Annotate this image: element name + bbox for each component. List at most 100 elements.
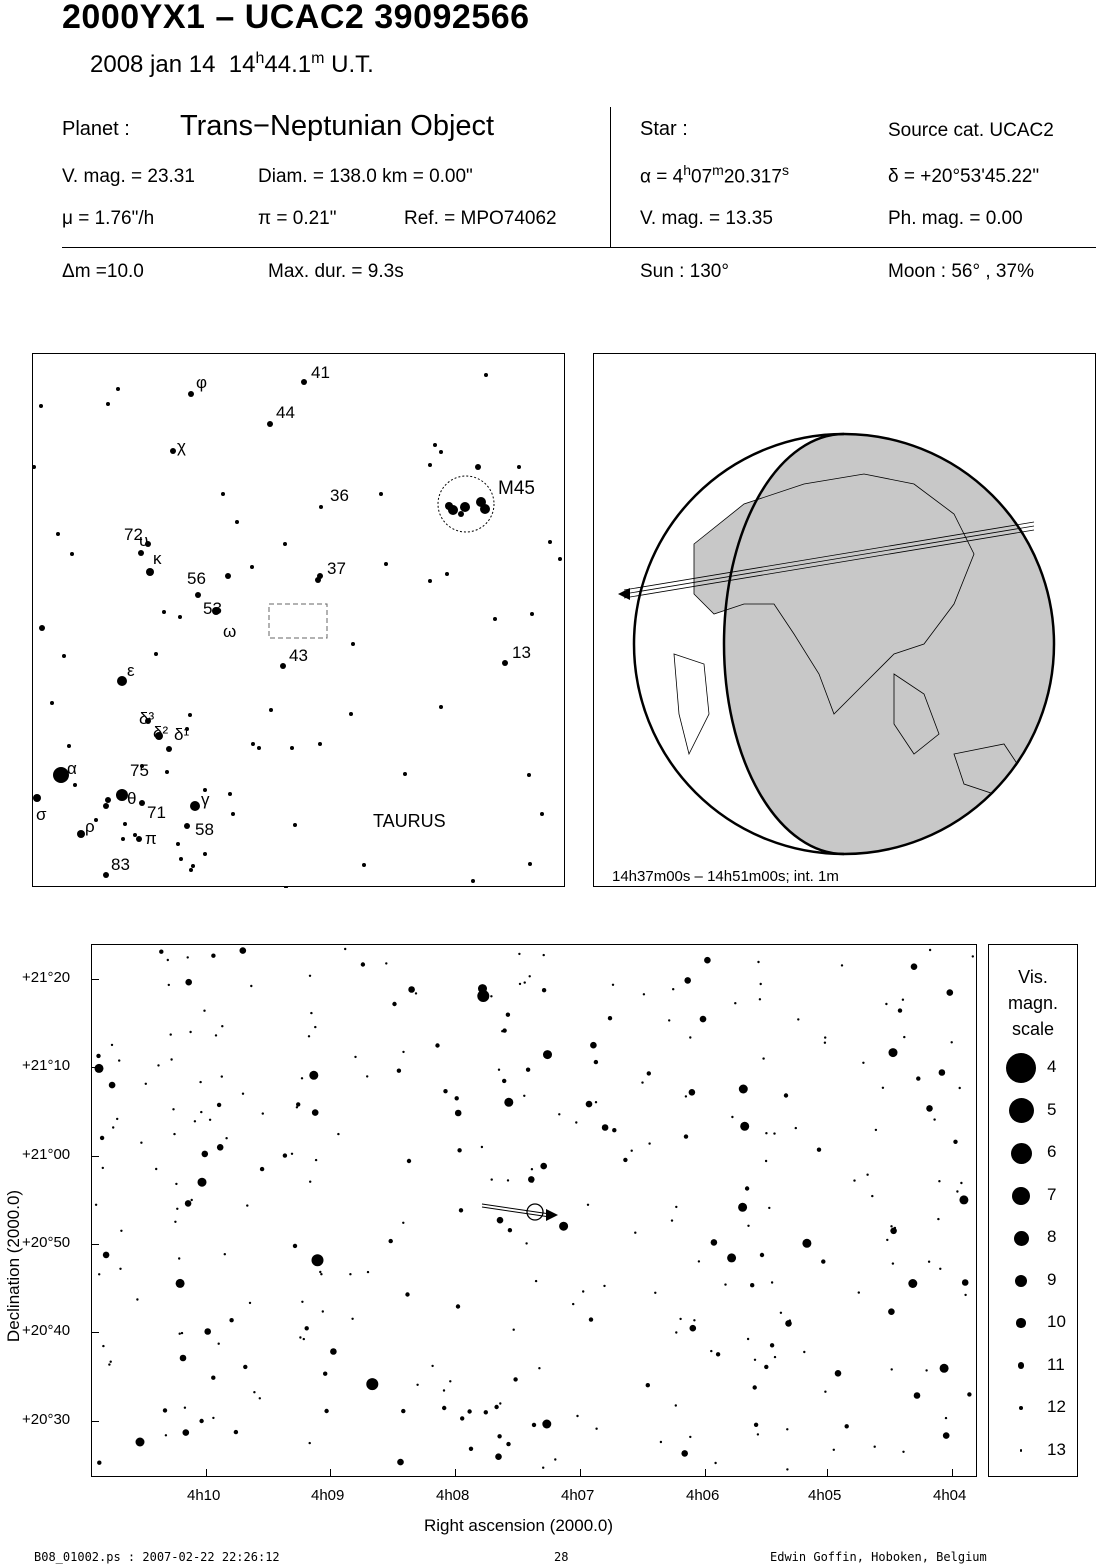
chart-star (958, 1086, 961, 1090)
finder-star (145, 541, 151, 547)
chart-star (233, 1429, 239, 1435)
chart-star (740, 1121, 750, 1131)
chart-star (290, 1152, 294, 1155)
ra-tick-label: 4h05 (808, 1487, 842, 1504)
sun-elongation: Sun : 130° (640, 261, 729, 282)
chart-star (178, 1332, 181, 1335)
finder-star-label: δ³ (139, 709, 154, 728)
chart-star (388, 1238, 393, 1244)
chart-star (162, 1408, 168, 1413)
chart-star (586, 1203, 590, 1206)
chart-star (344, 947, 347, 951)
finder-star (250, 565, 254, 569)
chart-stars (94, 947, 974, 1471)
finder-star (221, 492, 225, 496)
chart-star (512, 1328, 515, 1331)
chart-star (738, 1202, 748, 1212)
chart-star (502, 1078, 507, 1084)
chart-star (540, 1162, 547, 1170)
finder-star (39, 625, 45, 631)
chart-star (759, 1252, 765, 1258)
chart-star (913, 1392, 921, 1399)
chart-star (214, 1034, 218, 1037)
finder-star (140, 764, 144, 768)
finder-star (53, 767, 69, 783)
chart-star (704, 956, 711, 964)
finder-star (283, 542, 287, 546)
finder-star (225, 573, 231, 579)
chart-star (764, 1159, 768, 1163)
chart-star (308, 1441, 311, 1445)
chart-star (182, 1429, 190, 1436)
footer-page: 28 (554, 1550, 569, 1564)
chart-star (468, 1446, 474, 1451)
finder-star (139, 800, 145, 806)
chart-star (794, 1126, 797, 1130)
chart-star (108, 1081, 116, 1089)
finder-star-label: σ (36, 805, 47, 824)
chart-star (641, 1081, 644, 1084)
finder-star-label: 44 (276, 403, 295, 422)
finder-star (155, 732, 163, 740)
finder-star (349, 712, 353, 716)
finder-star (165, 770, 169, 774)
chart-star (938, 1180, 941, 1183)
finder-star (530, 612, 534, 616)
footer-file: B08_01002.ps : 2007-02-22 22:26:12 (34, 1550, 280, 1564)
chart-star (211, 1375, 216, 1380)
chart-star (197, 1177, 207, 1187)
chart-star (221, 1025, 224, 1028)
scale-title-1: Vis. (1018, 967, 1048, 987)
finder-star (228, 792, 232, 796)
chart-star (783, 1093, 789, 1098)
chart-star (414, 992, 418, 995)
finder-star (166, 746, 172, 752)
finder-star-label: ω (223, 622, 236, 641)
finder-star (146, 568, 154, 576)
finder-star (315, 577, 321, 583)
finder-star-label: 43 (289, 646, 308, 665)
dec-tick (91, 1332, 99, 1333)
chart-star (594, 1101, 598, 1104)
chart-star (431, 1364, 434, 1368)
chart-star (261, 1112, 264, 1115)
chart-star (558, 1113, 561, 1116)
star-declination: δ = +20°53'45.22" (888, 166, 1040, 187)
chart-star (689, 1435, 692, 1439)
finder-star (445, 502, 453, 510)
chart-star (925, 1369, 928, 1372)
finder-star (62, 654, 66, 658)
scale-dot (1016, 1318, 1026, 1328)
chart-star (679, 1317, 682, 1321)
event-date: 2008 jan 14 (90, 51, 216, 78)
chart-star (102, 1344, 105, 1348)
finder-star (195, 592, 201, 598)
chart-star (253, 1391, 256, 1394)
chart-star (243, 1364, 248, 1370)
finder-star (170, 448, 176, 454)
chart-star (201, 1150, 209, 1158)
finder-star (203, 788, 207, 792)
chart-star (454, 1096, 459, 1101)
chart-star (164, 1434, 168, 1437)
finder-star (351, 642, 355, 646)
finder-star (136, 836, 142, 842)
finder-star (433, 443, 437, 447)
scale-dot (1019, 1449, 1023, 1452)
chart-star (108, 1363, 111, 1366)
chart-star (220, 1075, 223, 1078)
scale-title-2: magn. (1007, 993, 1059, 1013)
chart-star (753, 1422, 759, 1427)
chart-star (531, 1180, 534, 1183)
scale-dot (1018, 1405, 1024, 1411)
chart-star (684, 1095, 688, 1098)
star-photo-mag: Ph. mag. = 0.00 (888, 208, 1023, 229)
chart-star (738, 1084, 748, 1094)
chart-star (402, 1050, 405, 1054)
chart-star (926, 1105, 933, 1112)
globe-panel: 14h37m00s – 14h51m00s; int. 1m (593, 353, 1096, 887)
time-scale: U.T. (331, 51, 374, 78)
chart-star (349, 1273, 352, 1276)
chart-star (246, 1204, 249, 1207)
chart-star (135, 1437, 145, 1447)
